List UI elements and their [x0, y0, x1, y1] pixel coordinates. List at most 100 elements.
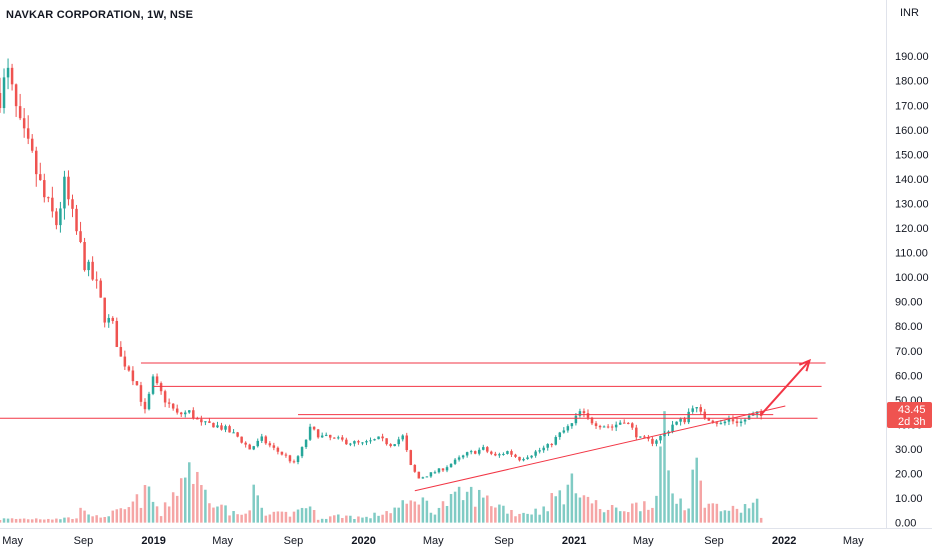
- volume-bar: [510, 509, 513, 523]
- volume-bar: [2, 518, 6, 523]
- candle-body: [643, 436, 646, 438]
- candle-body: [433, 472, 437, 474]
- candle-body: [111, 317, 115, 321]
- volume-bar: [409, 500, 413, 523]
- volume-bar: [759, 517, 763, 523]
- candle-body: [381, 436, 384, 439]
- volume-bar: [377, 515, 380, 523]
- price-tick-label: 170.00: [895, 100, 929, 112]
- volume-bar: [735, 508, 739, 523]
- candle-body: [699, 407, 702, 412]
- candle-body: [248, 444, 251, 450]
- volume-bar: [590, 503, 594, 523]
- candle-body: [449, 463, 453, 468]
- candle-body: [631, 423, 634, 428]
- volume-bar: [437, 507, 441, 523]
- candle-body: [622, 422, 626, 424]
- candle-body: [163, 391, 167, 403]
- candle-body: [131, 370, 135, 382]
- time-axis[interactable]: May Sep 2019 May Sep 2020 May Sep 2021 May Sep 2022…: [2, 535, 864, 547]
- candle-body: [240, 436, 243, 443]
- time-tick-label: May: [423, 535, 444, 547]
- candle-body: [228, 426, 231, 433]
- volume-bar: [534, 508, 537, 523]
- candle-body: [0, 93, 2, 109]
- candle-body: [196, 418, 199, 420]
- volume-bar: [18, 518, 22, 523]
- volume-bar: [151, 501, 155, 523]
- volume-bar: [59, 519, 62, 523]
- volume-bar: [574, 493, 578, 523]
- candle-body: [171, 403, 175, 409]
- candle-body: [385, 438, 388, 445]
- candle-body: [490, 451, 493, 454]
- candle-body: [212, 422, 215, 428]
- candle-body: [103, 297, 106, 323]
- candle-body: [312, 426, 316, 430]
- volume-bar: [107, 516, 110, 523]
- candle-body: [208, 421, 211, 423]
- volume-bar: [147, 486, 151, 523]
- candle-body: [188, 410, 191, 413]
- candle-body: [711, 420, 715, 423]
- volume-bar: [224, 505, 227, 523]
- candle-body: [292, 461, 296, 463]
- time-tick-label: 2019: [141, 535, 165, 547]
- candle-body: [723, 421, 727, 424]
- candle-body: [735, 421, 739, 424]
- candle-body: [473, 451, 477, 454]
- volume-bar: [655, 495, 658, 523]
- currency-label: INR: [900, 7, 919, 19]
- candle-body: [461, 455, 465, 458]
- volume-bar: [502, 505, 505, 523]
- volume-bar: [719, 511, 723, 523]
- candle-body: [288, 455, 292, 462]
- candle-body: [401, 435, 404, 440]
- candle-body: [365, 441, 368, 443]
- candle-body: [719, 423, 723, 425]
- volume-bar: [417, 504, 421, 523]
- volume-bar: [47, 518, 50, 523]
- candle-body: [14, 84, 18, 107]
- volume-bar: [119, 508, 123, 523]
- volume-bar: [139, 507, 143, 523]
- candle-body: [671, 424, 674, 432]
- candle-body: [445, 467, 449, 471]
- candle-body: [155, 376, 159, 384]
- candle-body: [2, 77, 6, 109]
- candle-body: [494, 453, 497, 456]
- volume-bar: [155, 506, 159, 523]
- volume-bar: [232, 511, 235, 523]
- candle-body: [502, 453, 505, 455]
- candle-body: [167, 402, 171, 404]
- volume-bar: [727, 510, 731, 523]
- volume-bar: [622, 511, 626, 523]
- price-axis[interactable]: 0.0010.0020.0030.0040.0050.0060.0070.008…: [895, 51, 929, 529]
- candle-body: [324, 434, 328, 436]
- candle-body: [437, 468, 441, 473]
- last-price-badge: 43.45 2d 3h: [887, 402, 932, 428]
- volume-bar: [0, 519, 2, 523]
- candle-body: [627, 422, 630, 424]
- candles: [0, 58, 763, 479]
- volume-bar: [71, 518, 74, 523]
- volume-bar: [264, 515, 268, 523]
- volume-bar: [288, 516, 292, 523]
- volume-bar: [566, 484, 570, 523]
- volume-bar: [643, 501, 646, 523]
- volume-bar: [272, 511, 276, 523]
- volume-bar: [647, 509, 650, 523]
- candle-body: [127, 366, 131, 371]
- candle-body: [550, 444, 553, 446]
- candle-body: [610, 426, 614, 428]
- price-tick-label: 80.00: [895, 321, 923, 333]
- price-tick-label: 10.00: [895, 493, 923, 505]
- candle-body: [429, 472, 433, 477]
- volume-bar: [586, 496, 590, 523]
- volume-bar: [276, 511, 280, 523]
- volume-bar: [111, 510, 115, 523]
- volume-bar: [67, 517, 70, 523]
- volume-bar: [723, 510, 727, 523]
- candle-body: [409, 450, 413, 465]
